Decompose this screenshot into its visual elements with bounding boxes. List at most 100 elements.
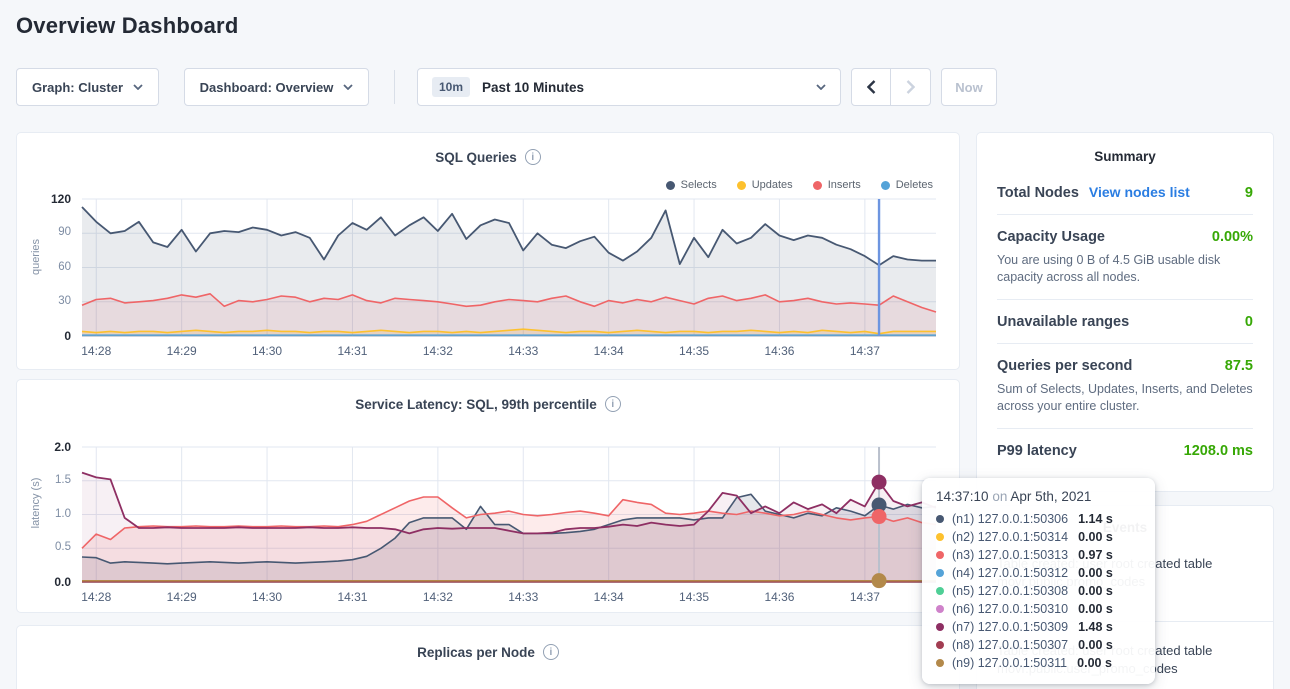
x-tick-label: 14:31: [330, 344, 374, 358]
p99-latency-value: 1208.0 ms: [1184, 443, 1253, 459]
chevron-down-icon: [133, 84, 143, 90]
selects-dot: [666, 181, 675, 190]
capacity-usage-description: You are using 0 B of 4.5 GiB usable disk…: [997, 252, 1253, 286]
chevron-down-icon: [343, 84, 353, 90]
y-tick-label: 0.0: [17, 575, 71, 589]
legend-item-deletes[interactable]: Deletes: [881, 179, 933, 191]
node-color-dot: [936, 551, 944, 559]
summary-title: Summary: [977, 133, 1273, 164]
summary-row-total-nodes: Total Nodes View nodes list 9: [997, 170, 1253, 215]
graph-scope-dropdown-label: Graph: Cluster: [32, 80, 123, 95]
service-latency-x-axis: 14:2814:2914:3014:3114:3214:3314:3414:35…: [82, 590, 936, 606]
service-latency-chart-card: Service Latency: SQL, 99th percentile i …: [16, 379, 960, 613]
node-color-dot: [936, 515, 944, 523]
x-tick-label: 14:35: [672, 590, 716, 604]
tooltip-row-n2: (n2) 127.0.0.1:503140.00 s: [936, 528, 1141, 546]
updates-dot: [737, 181, 746, 190]
unavailable-ranges-label: Unavailable ranges: [997, 314, 1129, 330]
total-nodes-label: Total Nodes: [997, 185, 1079, 201]
x-tick-label: 14:28: [74, 590, 118, 604]
replicas-per-node-chart-title: Replicas per Node i: [17, 644, 959, 660]
y-tick-label: 2.0: [17, 440, 71, 454]
tooltip-row-n4: (n4) 127.0.0.1:503120.00 s: [936, 564, 1141, 582]
time-nav-group: [851, 68, 931, 106]
x-tick-label: 14:30: [245, 590, 289, 604]
tooltip-row-n5: (n5) 127.0.0.1:503080.00 s: [936, 582, 1141, 600]
legend-item-selects[interactable]: Selects: [666, 179, 717, 191]
x-tick-label: 14:29: [160, 590, 204, 604]
time-range-selector[interactable]: 10m Past 10 Minutes: [417, 68, 841, 106]
overview-dashboard-page: Overview Dashboard Graph: Cluster Dashbo…: [0, 0, 1290, 689]
node-color-dot: [936, 533, 944, 541]
graph-scope-dropdown[interactable]: Graph: Cluster: [16, 68, 159, 106]
x-tick-label: 14:34: [587, 590, 631, 604]
inserts-dot: [813, 181, 822, 190]
chart-hover-tooltip: 14:37:10 on Apr 5th, 2021 (n1) 127.0.0.1…: [922, 478, 1155, 684]
x-tick-label: 14:30: [245, 344, 289, 358]
info-icon[interactable]: i: [525, 149, 541, 165]
tooltip-row-n9: (n9) 127.0.0.1:503110.00 s: [936, 654, 1141, 672]
x-tick-label: 14:36: [757, 344, 801, 358]
tooltip-timestamp: 14:37:10 on Apr 5th, 2021: [936, 489, 1141, 504]
sql-queries-plot[interactable]: [82, 199, 936, 336]
x-tick-label: 14:35: [672, 344, 716, 358]
y-tick-label: 1.0: [17, 508, 71, 520]
chevron-down-icon: [816, 84, 826, 90]
x-tick-label: 14:31: [330, 590, 374, 604]
y-tick-label: 60: [17, 261, 71, 273]
y-tick-label: 0.5: [17, 541, 71, 553]
capacity-usage-label: Capacity Usage: [997, 229, 1105, 245]
node-color-dot: [936, 659, 944, 667]
now-button-disabled[interactable]: Now: [941, 68, 997, 106]
summary-panel: Summary Total Nodes View nodes list 9 Ca…: [976, 132, 1274, 492]
x-tick-label: 14:33: [501, 590, 545, 604]
dashboard-dropdown[interactable]: Dashboard: Overview: [184, 68, 369, 106]
info-icon[interactable]: i: [605, 396, 621, 412]
chevron-left-icon: [867, 80, 876, 94]
y-tick-label: 120: [17, 192, 71, 206]
chevron-right-icon: [906, 80, 915, 94]
toolbar-divider: [394, 70, 395, 104]
x-tick-label: 14:32: [416, 344, 460, 358]
x-tick-label: 14:37: [843, 590, 887, 604]
legend-item-inserts[interactable]: Inserts: [813, 179, 861, 191]
time-forward-button-disabled[interactable]: [891, 68, 931, 106]
y-tick-label: 90: [17, 226, 71, 238]
capacity-usage-value: 0.00%: [1212, 229, 1253, 245]
sql-queries-legend: Selects Updates Inserts Deletes: [666, 179, 933, 191]
sql-queries-chart-card: SQL Queries i Selects Updates Inserts De…: [16, 132, 960, 370]
tooltip-row-n7: (n7) 127.0.0.1:503091.48 s: [936, 618, 1141, 636]
page-title: Overview Dashboard: [16, 13, 238, 39]
service-latency-chart-title: Service Latency: SQL, 99th percentile i: [17, 396, 959, 412]
x-tick-label: 14:33: [501, 344, 545, 358]
info-icon[interactable]: i: [543, 644, 559, 660]
service-latency-y-axis: latency (s) 2.01.51.00.50.0: [17, 447, 79, 582]
x-tick-label: 14:37: [843, 344, 887, 358]
qps-description: Sum of Selects, Updates, Inserts, and De…: [997, 381, 1253, 415]
summary-row-p99: P99 latency 1208.0 ms: [997, 429, 1253, 472]
node-color-dot: [936, 641, 944, 649]
view-nodes-list-link[interactable]: View nodes list: [1089, 184, 1190, 200]
time-range-badge: 10m: [432, 77, 470, 97]
y-tick-label: 0: [17, 329, 71, 343]
p99-latency-label: P99 latency: [997, 443, 1077, 459]
summary-row-unavailable-ranges: Unavailable ranges 0: [997, 300, 1253, 344]
node-color-dot: [936, 623, 944, 631]
node-color-dot: [936, 605, 944, 613]
total-nodes-value: 9: [1245, 185, 1253, 201]
dashboard-dropdown-label: Dashboard: Overview: [200, 80, 334, 95]
x-tick-label: 14:29: [160, 344, 204, 358]
time-back-button[interactable]: [851, 68, 891, 106]
legend-item-updates[interactable]: Updates: [737, 179, 793, 191]
y-tick-label: 1.5: [17, 474, 71, 486]
replicas-per-node-chart-card: Replicas per Node i: [16, 625, 960, 689]
y-tick-label: 30: [17, 295, 71, 307]
tooltip-row-n8: (n8) 127.0.0.1:503070.00 s: [936, 636, 1141, 654]
summary-row-qps: Queries per second 87.5 Sum of Selects, …: [997, 344, 1253, 429]
qps-value: 87.5: [1225, 358, 1253, 374]
tooltip-row-n1: (n1) 127.0.0.1:503061.14 s: [936, 510, 1141, 528]
service-latency-plot[interactable]: [82, 447, 936, 582]
node-color-dot: [936, 587, 944, 595]
sql-queries-chart-title: SQL Queries i: [17, 149, 959, 165]
summary-row-capacity: Capacity Usage 0.00% You are using 0 B o…: [997, 215, 1253, 300]
